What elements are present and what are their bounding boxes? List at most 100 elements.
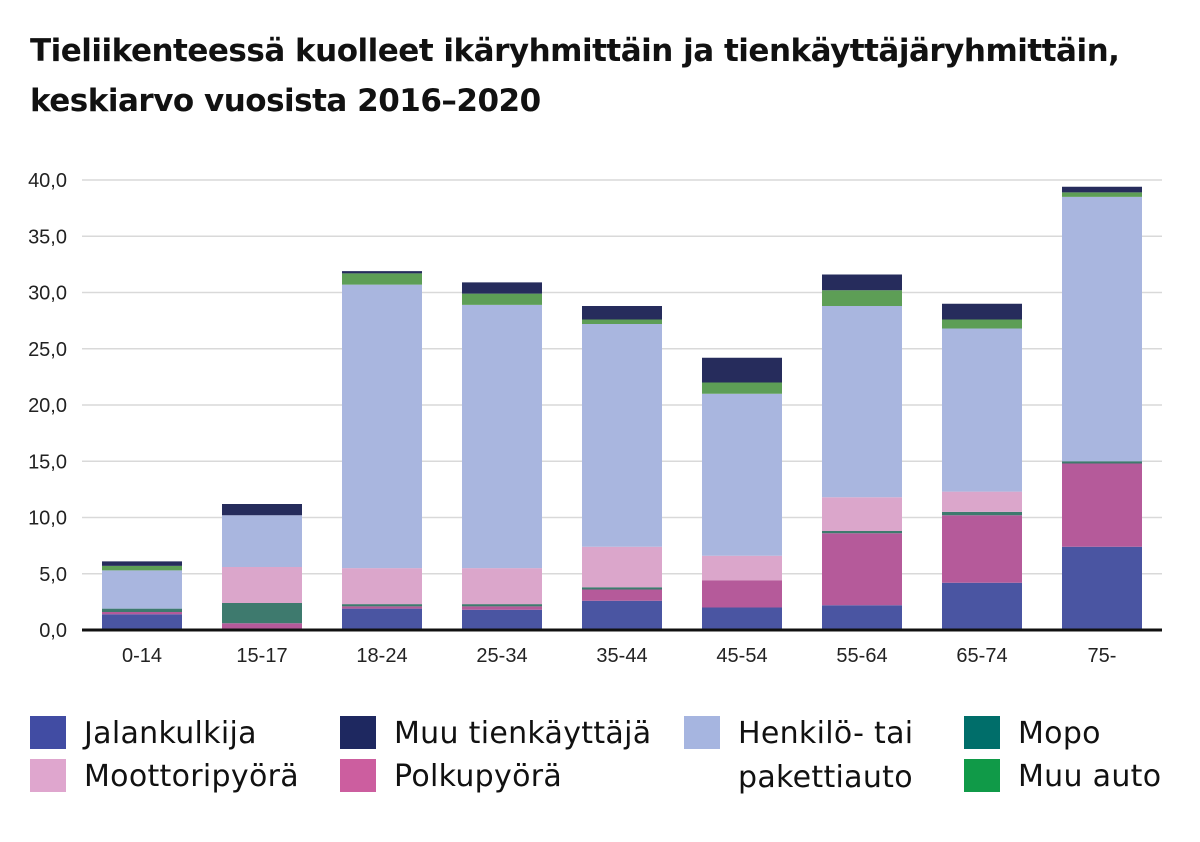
legend-label: Jalankulkija	[84, 716, 257, 751]
chart-legend: Jalankulkija Moottoripyörä Muu tienkäyttäj…	[30, 712, 1180, 812]
y-tick-label: 0,0	[39, 620, 67, 642]
legend-swatch	[684, 716, 720, 749]
legend-swatch	[30, 759, 66, 792]
chart-title: Tieliikenteessä kuolleet ikäryhmittäin j…	[30, 33, 1120, 119]
bar-segment	[1062, 461, 1142, 464]
x-tick-label: 0-14	[122, 645, 162, 667]
legend-label: Moottoripyörä	[84, 759, 299, 794]
bar-segment	[462, 304, 542, 569]
bar-segment	[1062, 463, 1142, 547]
legend-item: Muu auto	[964, 755, 1161, 799]
legend-label: Henkilö- tai pakettiauto	[738, 716, 914, 795]
bar-segment	[462, 293, 542, 305]
bar-segment	[582, 587, 662, 590]
bar-segment	[942, 303, 1022, 320]
bar-segment	[822, 274, 902, 291]
bar-segment	[702, 607, 782, 630]
bar-segment	[1062, 546, 1142, 630]
bar-segment	[582, 319, 662, 324]
legend-label: Muu auto	[1018, 759, 1162, 794]
bar-segment	[582, 589, 662, 601]
x-tick-label: 35-44	[596, 645, 647, 667]
bar-segment	[462, 604, 542, 607]
x-tick-label: 55-64	[836, 645, 887, 667]
bar-segment	[702, 555, 782, 581]
bar-segment	[582, 324, 662, 547]
bar-segment	[102, 612, 182, 615]
bar-segment	[342, 568, 422, 605]
bar-segment	[942, 491, 1022, 512]
bar-segment	[822, 290, 902, 306]
bar-segment	[342, 604, 422, 607]
bar-segment	[102, 565, 182, 571]
x-tick-label: 25-34	[476, 645, 527, 667]
bar-segment	[102, 561, 182, 566]
legend-item: Mopo	[964, 712, 1101, 756]
y-tick-label: 15,0	[28, 451, 67, 473]
bar-segment	[822, 497, 902, 531]
bar-segment	[942, 328, 1022, 492]
y-tick-label: 40,0	[28, 170, 67, 192]
bar-segment	[942, 319, 1022, 329]
bar-segment	[102, 608, 182, 612]
bar-segment	[462, 606, 542, 610]
bar-segment	[222, 504, 302, 516]
bar-segment	[342, 606, 422, 609]
x-tick-label: 45-54	[716, 645, 767, 667]
legend-label: Muu tienkäyttäjä	[394, 716, 652, 751]
x-tick-label: 18-24	[356, 645, 407, 667]
bar-segment	[822, 531, 902, 534]
y-tick-label: 35,0	[28, 226, 67, 248]
y-tick-label: 30,0	[28, 283, 67, 305]
bar-segment	[342, 273, 422, 285]
bar-segment	[342, 284, 422, 569]
bar-segment	[102, 614, 182, 630]
legend-label: Polkupyörä	[394, 759, 563, 794]
bar-segment	[462, 609, 542, 630]
bar-segment	[222, 515, 302, 567]
legend-swatch	[964, 716, 1000, 749]
stacked-bar-chart: 0,0 5,0 10,0 15,0 20,0 25,0 30,0 35,0 40,0 0-14 15…	[28, 170, 1162, 667]
legend-item: Muu tienkäyttäjä	[340, 712, 651, 756]
legend-label: Mopo	[1018, 716, 1101, 751]
y-tick-label: 25,0	[28, 339, 67, 361]
bar-segment	[582, 306, 662, 320]
bar-segment	[822, 306, 902, 498]
bar-segment	[582, 600, 662, 630]
legend-item: Jalankulkija	[30, 712, 257, 756]
x-tick-label: 75-	[1088, 645, 1117, 667]
y-tick-label: 10,0	[28, 508, 67, 530]
bar-segment	[942, 511, 1022, 516]
bar-segment	[102, 570, 182, 609]
bar-segment	[342, 608, 422, 630]
bar-segment	[222, 603, 302, 624]
bar-segment	[582, 546, 662, 588]
bar-segment	[822, 605, 902, 630]
bar-segment	[222, 623, 302, 630]
bar-segment	[1062, 196, 1142, 462]
bar-segment	[462, 568, 542, 605]
bar-segment	[702, 580, 782, 608]
bar-segment	[222, 567, 302, 603]
legend-item: Henkilö- tai pakettiauto	[684, 712, 934, 800]
y-tick-label: 20,0	[28, 395, 67, 417]
legend-swatch	[340, 716, 376, 749]
legend-swatch	[340, 759, 376, 792]
y-tick-label: 5,0	[39, 564, 67, 586]
bar-segment	[702, 382, 782, 394]
legend-swatch	[30, 716, 66, 749]
bar-segment	[822, 533, 902, 606]
legend-swatch	[964, 759, 1000, 792]
bar-segment	[1062, 186, 1142, 193]
bar-segment	[942, 582, 1022, 630]
bar-segment	[942, 515, 1022, 583]
bar-segment	[462, 282, 542, 294]
x-tick-label: 15-17	[236, 645, 287, 667]
bar-segment	[342, 271, 422, 274]
legend-item: Moottoripyörä	[30, 755, 299, 799]
x-tick-label: 65-74	[956, 645, 1007, 667]
bar-segment	[702, 393, 782, 556]
bar-segment	[702, 357, 782, 383]
legend-item: Polkupyörä	[340, 755, 562, 799]
bar-segment	[1062, 192, 1142, 197]
